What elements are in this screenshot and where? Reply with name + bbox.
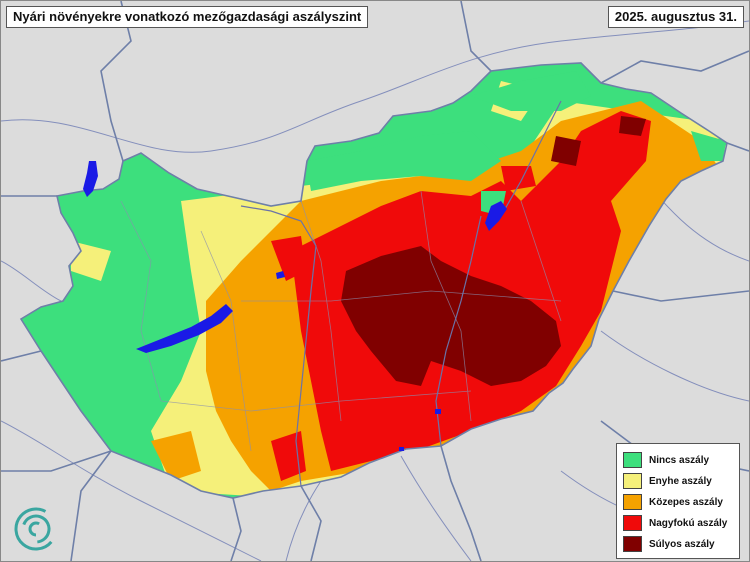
water-bodies [83,161,507,451]
map-title: Nyári növényekre vonatkozó mezőgazdasági… [6,6,369,28]
legend-item-nincs: Nincs aszály [623,451,709,469]
legend-item-nagyfoku: Nagyfokú aszály [623,514,727,532]
legend-label: Nincs aszály [649,454,710,466]
legend-swatch [623,494,642,510]
legend-swatch [623,536,642,552]
legend-swatch [623,473,642,489]
swirl-logo-icon [14,507,58,551]
legend-item-kozepes: Közepes aszály [623,493,723,511]
legend-label: Enyhe aszály [649,475,712,487]
legend-swatch [623,452,642,468]
legend-item-sulyos: Súlyos aszály [623,535,715,553]
legend-swatch [623,515,642,531]
legend-item-enyhe: Enyhe aszály [623,472,712,490]
lake-velence [276,271,285,279]
legend-label: Közepes aszály [649,496,723,508]
lake-tisza [485,201,507,231]
legend-label: Súlyos aszály [649,538,715,550]
lake-balaton [136,304,233,353]
legend-label: Nagyfokú aszály [649,517,728,529]
legend: Nincs aszály Enyhe aszály Közepes aszály… [616,443,740,559]
lake-neusiedl [83,161,98,197]
map-date: 2025. augusztus 31. [607,6,744,28]
